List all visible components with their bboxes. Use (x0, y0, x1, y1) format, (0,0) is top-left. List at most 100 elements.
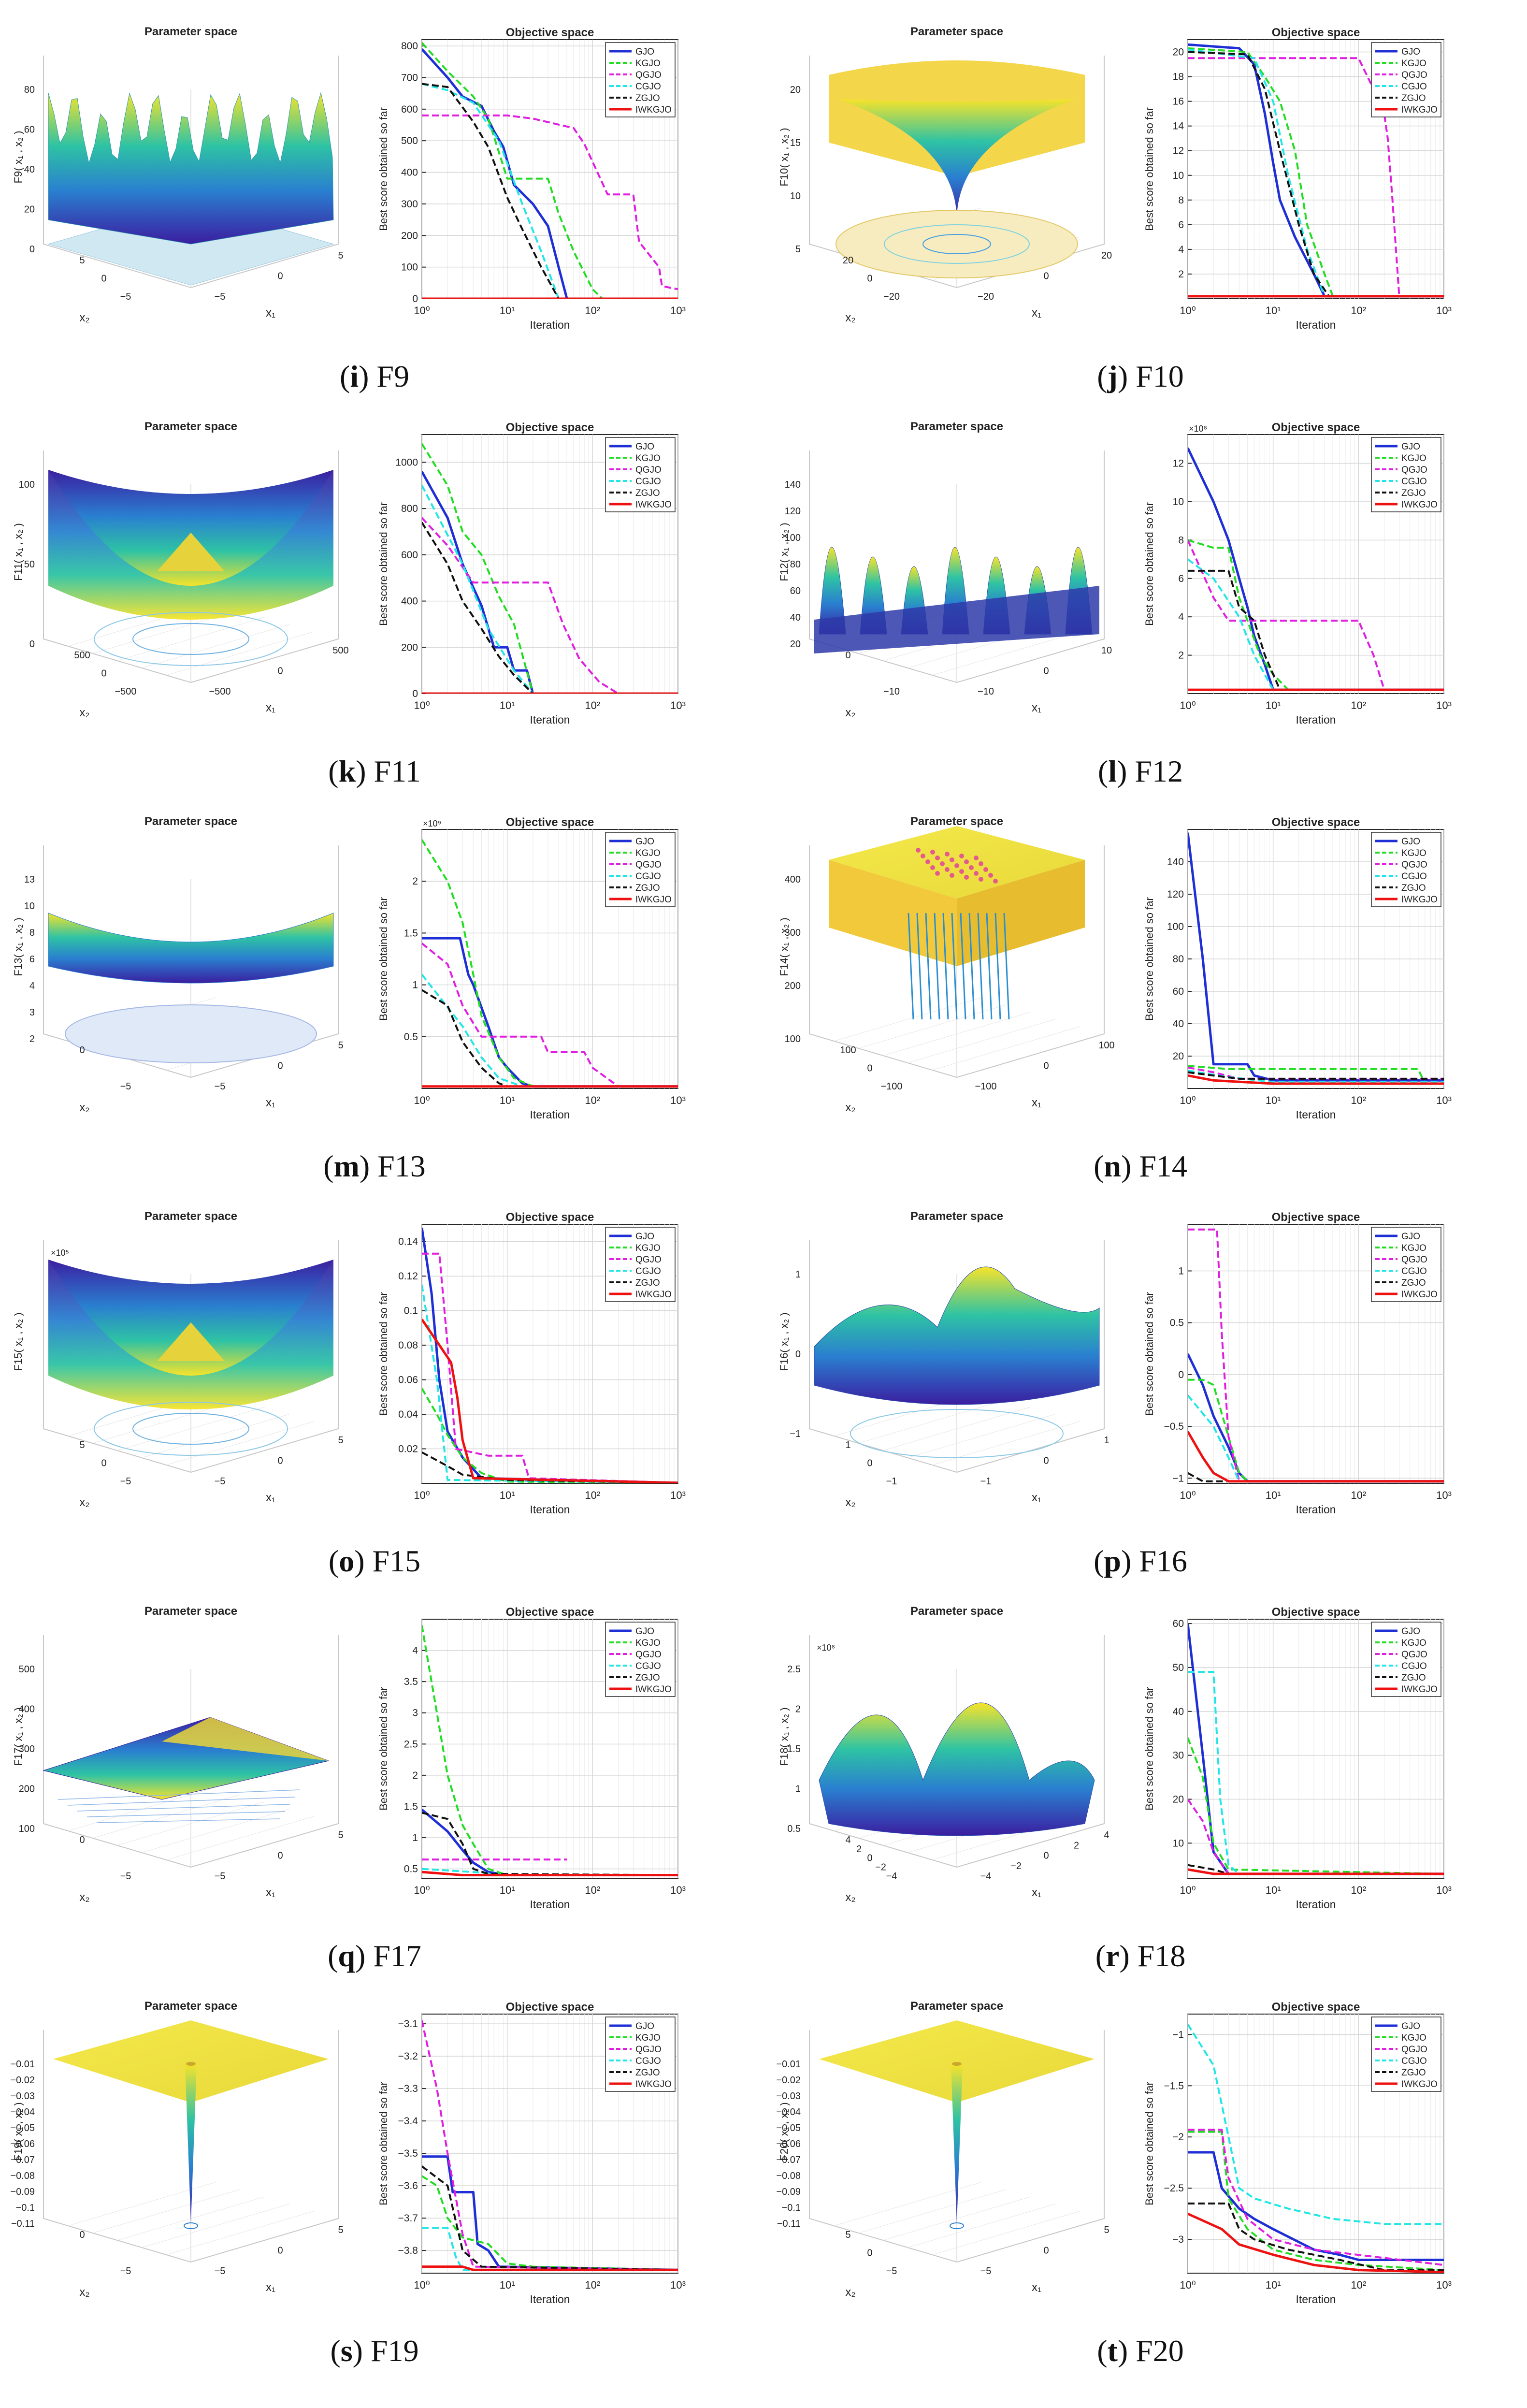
z-tick-label: 120 (785, 506, 801, 517)
y-tick-label: 60 (1173, 986, 1184, 997)
x1-axis-label: x₁ (266, 1886, 275, 1899)
series-line-gjo (1188, 832, 1444, 1082)
z-tick-label: 50 (24, 559, 35, 570)
legend-label: KGJO (1401, 848, 1426, 858)
foxhole-spike (986, 913, 993, 1020)
series-line-kgjo (422, 839, 678, 1088)
caption-open-paren: ( (1098, 754, 1108, 788)
x1-tick-label: 5 (1104, 2225, 1109, 2235)
legend-box (605, 832, 676, 907)
foxhole-spike (908, 913, 914, 1020)
foxhole-spike (925, 913, 932, 1020)
caption-open-paren: ( (1095, 1939, 1106, 1973)
y-tick-label: 4 (1178, 244, 1184, 255)
legend-box (605, 437, 676, 512)
parameter-space-title: Parameter space (910, 1210, 1003, 1223)
caption: (k) F11 (328, 754, 420, 788)
x1-tick-label: 0 (1043, 1061, 1049, 1072)
x2-axis-label: x₂ (79, 706, 89, 719)
x-tick-label: 10⁰ (1180, 1489, 1196, 1501)
x2-tick-label: 0 (845, 650, 850, 661)
z-tick-label: 6 (29, 954, 35, 965)
series-line-qgjo (422, 114, 678, 290)
x1-tick-label: −5 (215, 1476, 226, 1487)
caption-function: ) F19 (353, 2334, 419, 2368)
legend-label: KGJO (1401, 453, 1426, 464)
series-line-zgjo (422, 2165, 678, 2271)
foxhole-dot (945, 867, 950, 872)
surface-peak (157, 533, 225, 571)
y-tick-label: 400 (401, 596, 418, 607)
series-line-qgjo (422, 943, 678, 1088)
y-tick-label: 4 (1178, 611, 1184, 623)
z-axis-label: F14( x₁ , x₂ ) (778, 917, 790, 976)
series-line-iwkgjo (1188, 1868, 1444, 1875)
z-tick-label: −0.01 (10, 2059, 35, 2070)
objective-space-title: Objective space (506, 421, 594, 434)
legend-label: QGJO (1401, 860, 1427, 870)
x1-tick-label: 0 (277, 2246, 283, 2256)
legend-label: CGJO (1401, 82, 1427, 92)
legend-label: IWKGJO (1401, 105, 1438, 115)
legend-label: QGJO (635, 2045, 662, 2055)
floor-grid-line (166, 1421, 314, 1465)
contour-line (77, 1804, 290, 1812)
caption-letter: m (334, 1149, 360, 1183)
legend-box (1371, 42, 1441, 117)
x2-axis-label: x₂ (79, 2286, 89, 2299)
series-line-cgjo (422, 485, 678, 694)
y-tick-label: 60 (1173, 1618, 1184, 1629)
caption-letter: k (339, 754, 356, 788)
y-tick-label: 10 (1173, 170, 1184, 181)
foxhole-dot (983, 867, 988, 872)
parameter-space-plot: Parameter space 400 300 200 100 F14( x₁ , x₂ … (778, 815, 1115, 1114)
caption-function: ) F17 (355, 1939, 421, 1973)
x1-tick-label: 1 (1104, 1435, 1109, 1446)
y-tick-label: 16 (1173, 96, 1184, 107)
y-tick-label: 100 (1167, 921, 1184, 932)
surface-side (829, 860, 957, 966)
x1-tick-label: 0 (1043, 1851, 1049, 1861)
z-tick-label: −0.1 (782, 2203, 801, 2213)
z-axis-label: F10( x₁ , x₂ ) (778, 128, 790, 186)
x-tick-label: 10¹ (500, 699, 515, 711)
x-tick-label: 10² (1351, 1094, 1366, 1106)
series-line-kgjo (1188, 1378, 1444, 1482)
series-line-kgjo (1188, 539, 1444, 691)
x2-axis-label: x₂ (79, 1496, 89, 1509)
x-tick-label: 10¹ (500, 1884, 515, 1896)
z-tick-label: 60 (790, 586, 801, 596)
y-tick-label: 18 (1173, 72, 1184, 83)
legend-label: CGJO (635, 82, 661, 92)
y-multiplier: ×10⁸ (1189, 424, 1207, 434)
y-tick-label: −3.8 (398, 2245, 418, 2256)
legend-label: KGJO (635, 58, 661, 69)
x1-tick-label: −500 (209, 686, 230, 697)
z-tick-label: 140 (785, 479, 801, 490)
x1-tick-label: −5 (215, 2266, 226, 2277)
x-tick-label: 10³ (670, 699, 686, 711)
x2-axis-label: x₂ (845, 311, 855, 324)
y-tick-label: −1 (1172, 1473, 1184, 1484)
legend-label: IWKGJO (1401, 2079, 1438, 2089)
x-axis-label: Iteration (530, 713, 570, 726)
y-axis-label: Best score obtained so far (1143, 2082, 1155, 2205)
y-tick-label: 600 (401, 550, 418, 561)
x2-tick-label: −4 (886, 1871, 897, 1882)
z-tick-label: −0.03 (10, 2091, 35, 2102)
x-axis-label: Iteration (1296, 1108, 1336, 1121)
caption-function: ) F16 (1121, 1544, 1187, 1578)
foxhole-dot (979, 861, 983, 866)
x1-tick-label: 4 (1104, 1830, 1109, 1841)
objective-space-plot: Objective space 10⁰ 10¹ 10² 10³ 2 4 6 8 10 12 14 16 1… (1143, 26, 1452, 331)
y-tick-label: 700 (401, 72, 418, 83)
x1-axis-label: x₁ (1032, 1886, 1041, 1899)
x-tick-label: 10³ (670, 2279, 686, 2291)
legend-box (1371, 1622, 1441, 1697)
y-tick-label: 50 (1173, 1662, 1184, 1673)
legend-label: KGJO (635, 1638, 661, 1648)
y-tick-label: 1.5 (404, 928, 418, 939)
surface (48, 92, 334, 245)
